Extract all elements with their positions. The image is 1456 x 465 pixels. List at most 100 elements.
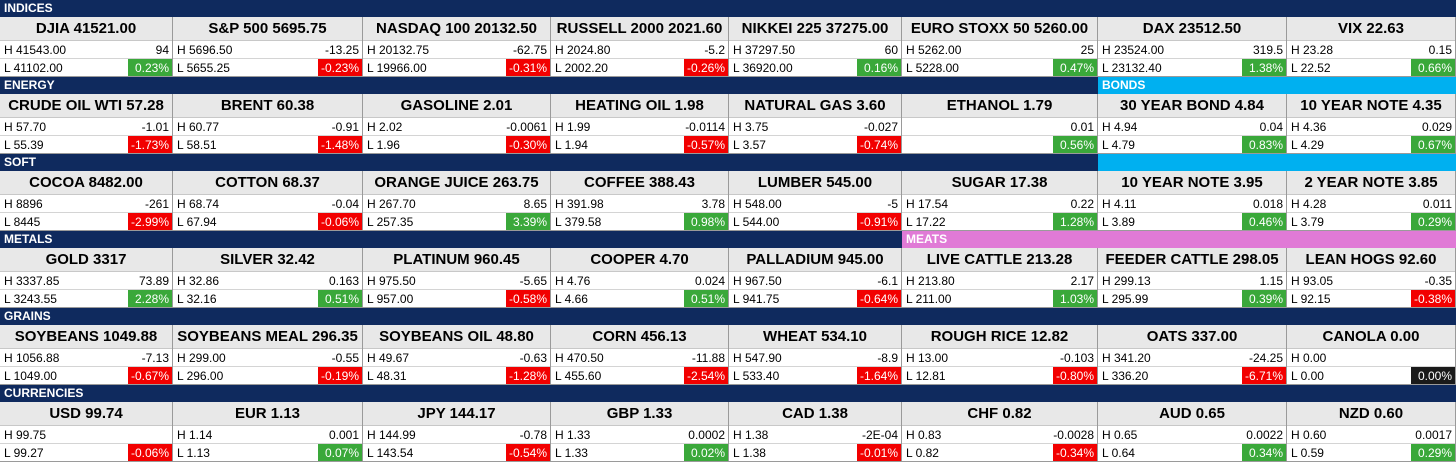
quote-change: -0.55 xyxy=(331,351,359,365)
quote-pct-badge: -0.74% xyxy=(857,136,901,153)
quote-cell[interactable]: GASOLINE 2.01 H 2.02 -0.0061 L 1.96 -0.30% xyxy=(363,94,551,154)
quote-cell[interactable]: SOYBEANS 1049.88 H 1056.88 -7.13 L 1049.00 -… xyxy=(0,325,173,385)
quote-name: 30 YEAR BOND 4.84 xyxy=(1098,94,1286,118)
quote-cell[interactable]: RUSSELL 2000 2021.60 H 2024.80 -5.2 L 2002.… xyxy=(551,17,729,77)
quote-name: CAD 1.38 xyxy=(729,402,901,426)
quote-cell[interactable]: 30 YEAR BOND 4.84 H 4.94 0.04 L 4.79 0.83% xyxy=(1098,94,1287,154)
quote-high: H 23.28 xyxy=(1291,43,1334,57)
section-header-row: METALS MEATS xyxy=(0,231,1456,248)
quote-cell[interactable]: DAX 23512.50 H 23524.00 319.5 L 23132.40 1.3… xyxy=(1098,17,1287,77)
quote-low: L 67.94 xyxy=(177,215,217,229)
quote-low: L 19966.00 xyxy=(367,61,427,75)
quote-name: LEAN HOGS 92.60 xyxy=(1287,248,1455,272)
quote-high-line: H 299.13 1.15 xyxy=(1098,272,1286,290)
quote-cell[interactable]: USD 99.74 H 99.75 L 99.27 -0.06% xyxy=(0,402,173,462)
quote-cell[interactable]: PALLADIUM 945.00 H 967.50 -6.1 L 941.75 -0.6… xyxy=(729,248,902,308)
quote-cell[interactable]: LIVE CATTLE 213.28 H 213.80 2.17 L 211.00 1.… xyxy=(902,248,1098,308)
quote-low: L 379.58 xyxy=(555,215,602,229)
quote-cell[interactable]: CORN 456.13 H 470.50 -11.88 L 455.60 -2.54% xyxy=(551,325,729,385)
quote-name: 2 YEAR NOTE 3.85 xyxy=(1287,171,1455,195)
quote-low-line: L 1.96 -0.30% xyxy=(363,136,550,153)
quote-cell[interactable]: CANOLA 0.00 H 0.00 L 0.00 0.00% xyxy=(1287,325,1456,385)
section-header-energy: ENERGY xyxy=(0,77,1098,94)
section-header-soft: SOFT xyxy=(0,154,1098,171)
quote-cell[interactable]: SILVER 32.42 H 32.86 0.163 L 32.16 0.51% xyxy=(173,248,363,308)
quote-low: L 336.20 xyxy=(1102,369,1149,383)
quote-high-line: H 144.99 -0.78 xyxy=(363,426,550,444)
quote-cell[interactable]: LUMBER 545.00 H 548.00 -5 L 544.00 -0.91% xyxy=(729,171,902,231)
quote-low-line: L 48.31 -1.28% xyxy=(363,367,550,384)
quote-cell[interactable]: NIKKEI 225 37275.00 H 37297.50 60 L 36920.0… xyxy=(729,17,902,77)
quote-name: GOLD 3317 xyxy=(0,248,172,272)
quote-cell[interactable]: AUD 0.65 H 0.65 0.0022 L 0.64 0.34% xyxy=(1098,402,1287,462)
quote-cell[interactable]: SOYBEANS OIL 48.80 H 49.67 -0.63 L 48.31 -1.… xyxy=(363,325,551,385)
quote-high: H 1056.88 xyxy=(4,351,60,365)
quote-cell[interactable]: PLATINUM 960.45 H 975.50 -5.65 L 957.00 -0.5… xyxy=(363,248,551,308)
quote-high-line: H 1.14 0.001 xyxy=(173,426,362,444)
quote-cell[interactable]: VIX 22.63 H 23.28 0.15 L 22.52 0.66% xyxy=(1287,17,1456,77)
quote-low-line: L 533.40 -1.64% xyxy=(729,367,901,384)
quote-pct-badge: 0.02% xyxy=(684,444,728,461)
quote-high: H 0.83 xyxy=(906,428,942,442)
section-header-row: CURRENCIES xyxy=(0,385,1456,402)
quote-cell[interactable]: SUGAR 17.38 H 17.54 0.22 L 17.22 1.28% xyxy=(902,171,1098,231)
quote-change: 3.78 xyxy=(701,197,725,211)
quote-cell[interactable]: LEAN HOGS 92.60 H 93.05 -0.35 L 92.15 -0.38% xyxy=(1287,248,1456,308)
quote-change: -6.1 xyxy=(877,274,898,288)
quote-low-line: L 1049.00 -0.67% xyxy=(0,367,172,384)
quote-cell[interactable]: ORANGE JUICE 263.75 H 267.70 8.65 L 257.35 3… xyxy=(363,171,551,231)
quote-cell[interactable]: COFFEE 388.43 H 391.98 3.78 L 379.58 0.98% xyxy=(551,171,729,231)
quote-low-line: L 0.59 0.29% xyxy=(1287,444,1455,461)
quote-cell[interactable]: ETHANOL 1.79 0.01 0.56% xyxy=(902,94,1098,154)
quote-low: L 36920.00 xyxy=(733,61,793,75)
quote-high-line: H 1.99 -0.0114 xyxy=(551,118,728,136)
section-header-blank xyxy=(1098,154,1456,171)
quote-cell[interactable]: FEEDER CATTLE 298.05 H 299.13 1.15 L 295.99… xyxy=(1098,248,1287,308)
quote-name: AUD 0.65 xyxy=(1098,402,1286,426)
quote-cell[interactable]: CAD 1.38 H 1.38 -2E-04 L 1.38 -0.01% xyxy=(729,402,902,462)
quote-cell[interactable]: ROUGH RICE 12.82 H 13.00 -0.103 L 12.81 -0.8… xyxy=(902,325,1098,385)
quote-cell[interactable]: BRENT 60.38 H 60.77 -0.91 L 58.51 -1.48% xyxy=(173,94,363,154)
quote-high-line: H 0.83 -0.0028 xyxy=(902,426,1097,444)
quote-cell[interactable]: COOPER 4.70 H 4.76 0.024 L 4.66 0.51% xyxy=(551,248,729,308)
quote-low: L 211.00 xyxy=(906,292,952,306)
quote-cell[interactable]: COTTON 68.37 H 68.74 -0.04 L 67.94 -0.06% xyxy=(173,171,363,231)
quote-cell[interactable]: NZD 0.60 H 0.60 0.0017 L 0.59 0.29% xyxy=(1287,402,1456,462)
quote-cell[interactable]: WHEAT 534.10 H 547.90 -8.9 L 533.40 -1.64% xyxy=(729,325,902,385)
quote-cell[interactable]: CRUDE OIL WTI 57.28 H 57.70 -1.01 L 55.39 -1… xyxy=(0,94,173,154)
quote-change: -62.75 xyxy=(512,43,547,57)
quote-low: L 143.54 xyxy=(367,446,414,460)
quote-cell[interactable]: GBP 1.33 H 1.33 0.0002 L 1.33 0.02% xyxy=(551,402,729,462)
quote-cell[interactable]: S&P 500 5695.75 H 5696.50 -13.25 L 5655.25 -… xyxy=(173,17,363,77)
quote-cell[interactable]: CHF 0.82 H 0.83 -0.0028 L 0.82 -0.34% xyxy=(902,402,1098,462)
quote-high: H 0.60 xyxy=(1291,428,1327,442)
quote-cell[interactable]: NATURAL GAS 3.60 H 3.75 -0.027 L 3.57 -0.74% xyxy=(729,94,902,154)
quote-change: -0.35 xyxy=(1424,274,1452,288)
quote-pct-badge: -0.06% xyxy=(318,213,362,230)
quote-low-line: L 211.00 1.03% xyxy=(902,290,1097,307)
quote-high-line: H 4.94 0.04 xyxy=(1098,118,1286,136)
quote-low: L 957.00 xyxy=(367,292,414,306)
quote-cell[interactable]: OATS 337.00 H 341.20 -24.25 L 336.20 -6.71% xyxy=(1098,325,1287,385)
quote-cell[interactable]: COCOA 8482.00 H 8896 -261 L 8445 -2.99% xyxy=(0,171,173,231)
quote-cell[interactable]: SOYBEANS MEAL 296.35 H 299.00 -0.55 L 296.0… xyxy=(173,325,363,385)
quote-cell[interactable]: DJIA 41521.00 H 41543.00 94 L 41102.00 0.23% xyxy=(0,17,173,77)
quote-cell[interactable]: NASDAQ 100 20132.50 H 20132.75 -62.75 L 199… xyxy=(363,17,551,77)
quote-name: SOYBEANS 1049.88 xyxy=(0,325,172,349)
quote-low: L 3.79 xyxy=(1291,215,1324,229)
quote-cell[interactable]: JPY 144.17 H 144.99 -0.78 L 143.54 -0.54% xyxy=(363,402,551,462)
quote-pct-badge: -1.64% xyxy=(857,367,901,384)
quote-pct-badge: -0.38% xyxy=(1411,290,1455,307)
quote-pct-badge: 0.07% xyxy=(318,444,362,461)
quote-cell[interactable]: EURO STOXX 50 5260.00 H 5262.00 25 L 5228.0… xyxy=(902,17,1098,77)
quote-name: SOYBEANS MEAL 296.35 xyxy=(173,325,362,349)
quote-cell[interactable]: HEATING OIL 1.98 H 1.99 -0.0114 L 1.94 -0.57… xyxy=(551,94,729,154)
quote-low: L 8445 xyxy=(4,215,41,229)
quote-cell[interactable]: EUR 1.13 H 1.14 0.001 L 1.13 0.07% xyxy=(173,402,363,462)
quote-cell[interactable]: 10 YEAR NOTE 3.95 H 4.11 0.018 L 3.89 0.46% xyxy=(1098,171,1287,231)
quote-name: COOPER 4.70 xyxy=(551,248,728,272)
quote-cell[interactable]: 10 YEAR NOTE 4.35 H 4.36 0.029 L 4.29 0.67% xyxy=(1287,94,1456,154)
quote-cell[interactable]: GOLD 3317 H 3337.85 73.89 L 3243.55 2.28% xyxy=(0,248,173,308)
quote-high-line: H 547.90 -8.9 xyxy=(729,349,901,367)
quote-cell[interactable]: 2 YEAR NOTE 3.85 H 4.28 0.011 L 3.79 0.29% xyxy=(1287,171,1456,231)
